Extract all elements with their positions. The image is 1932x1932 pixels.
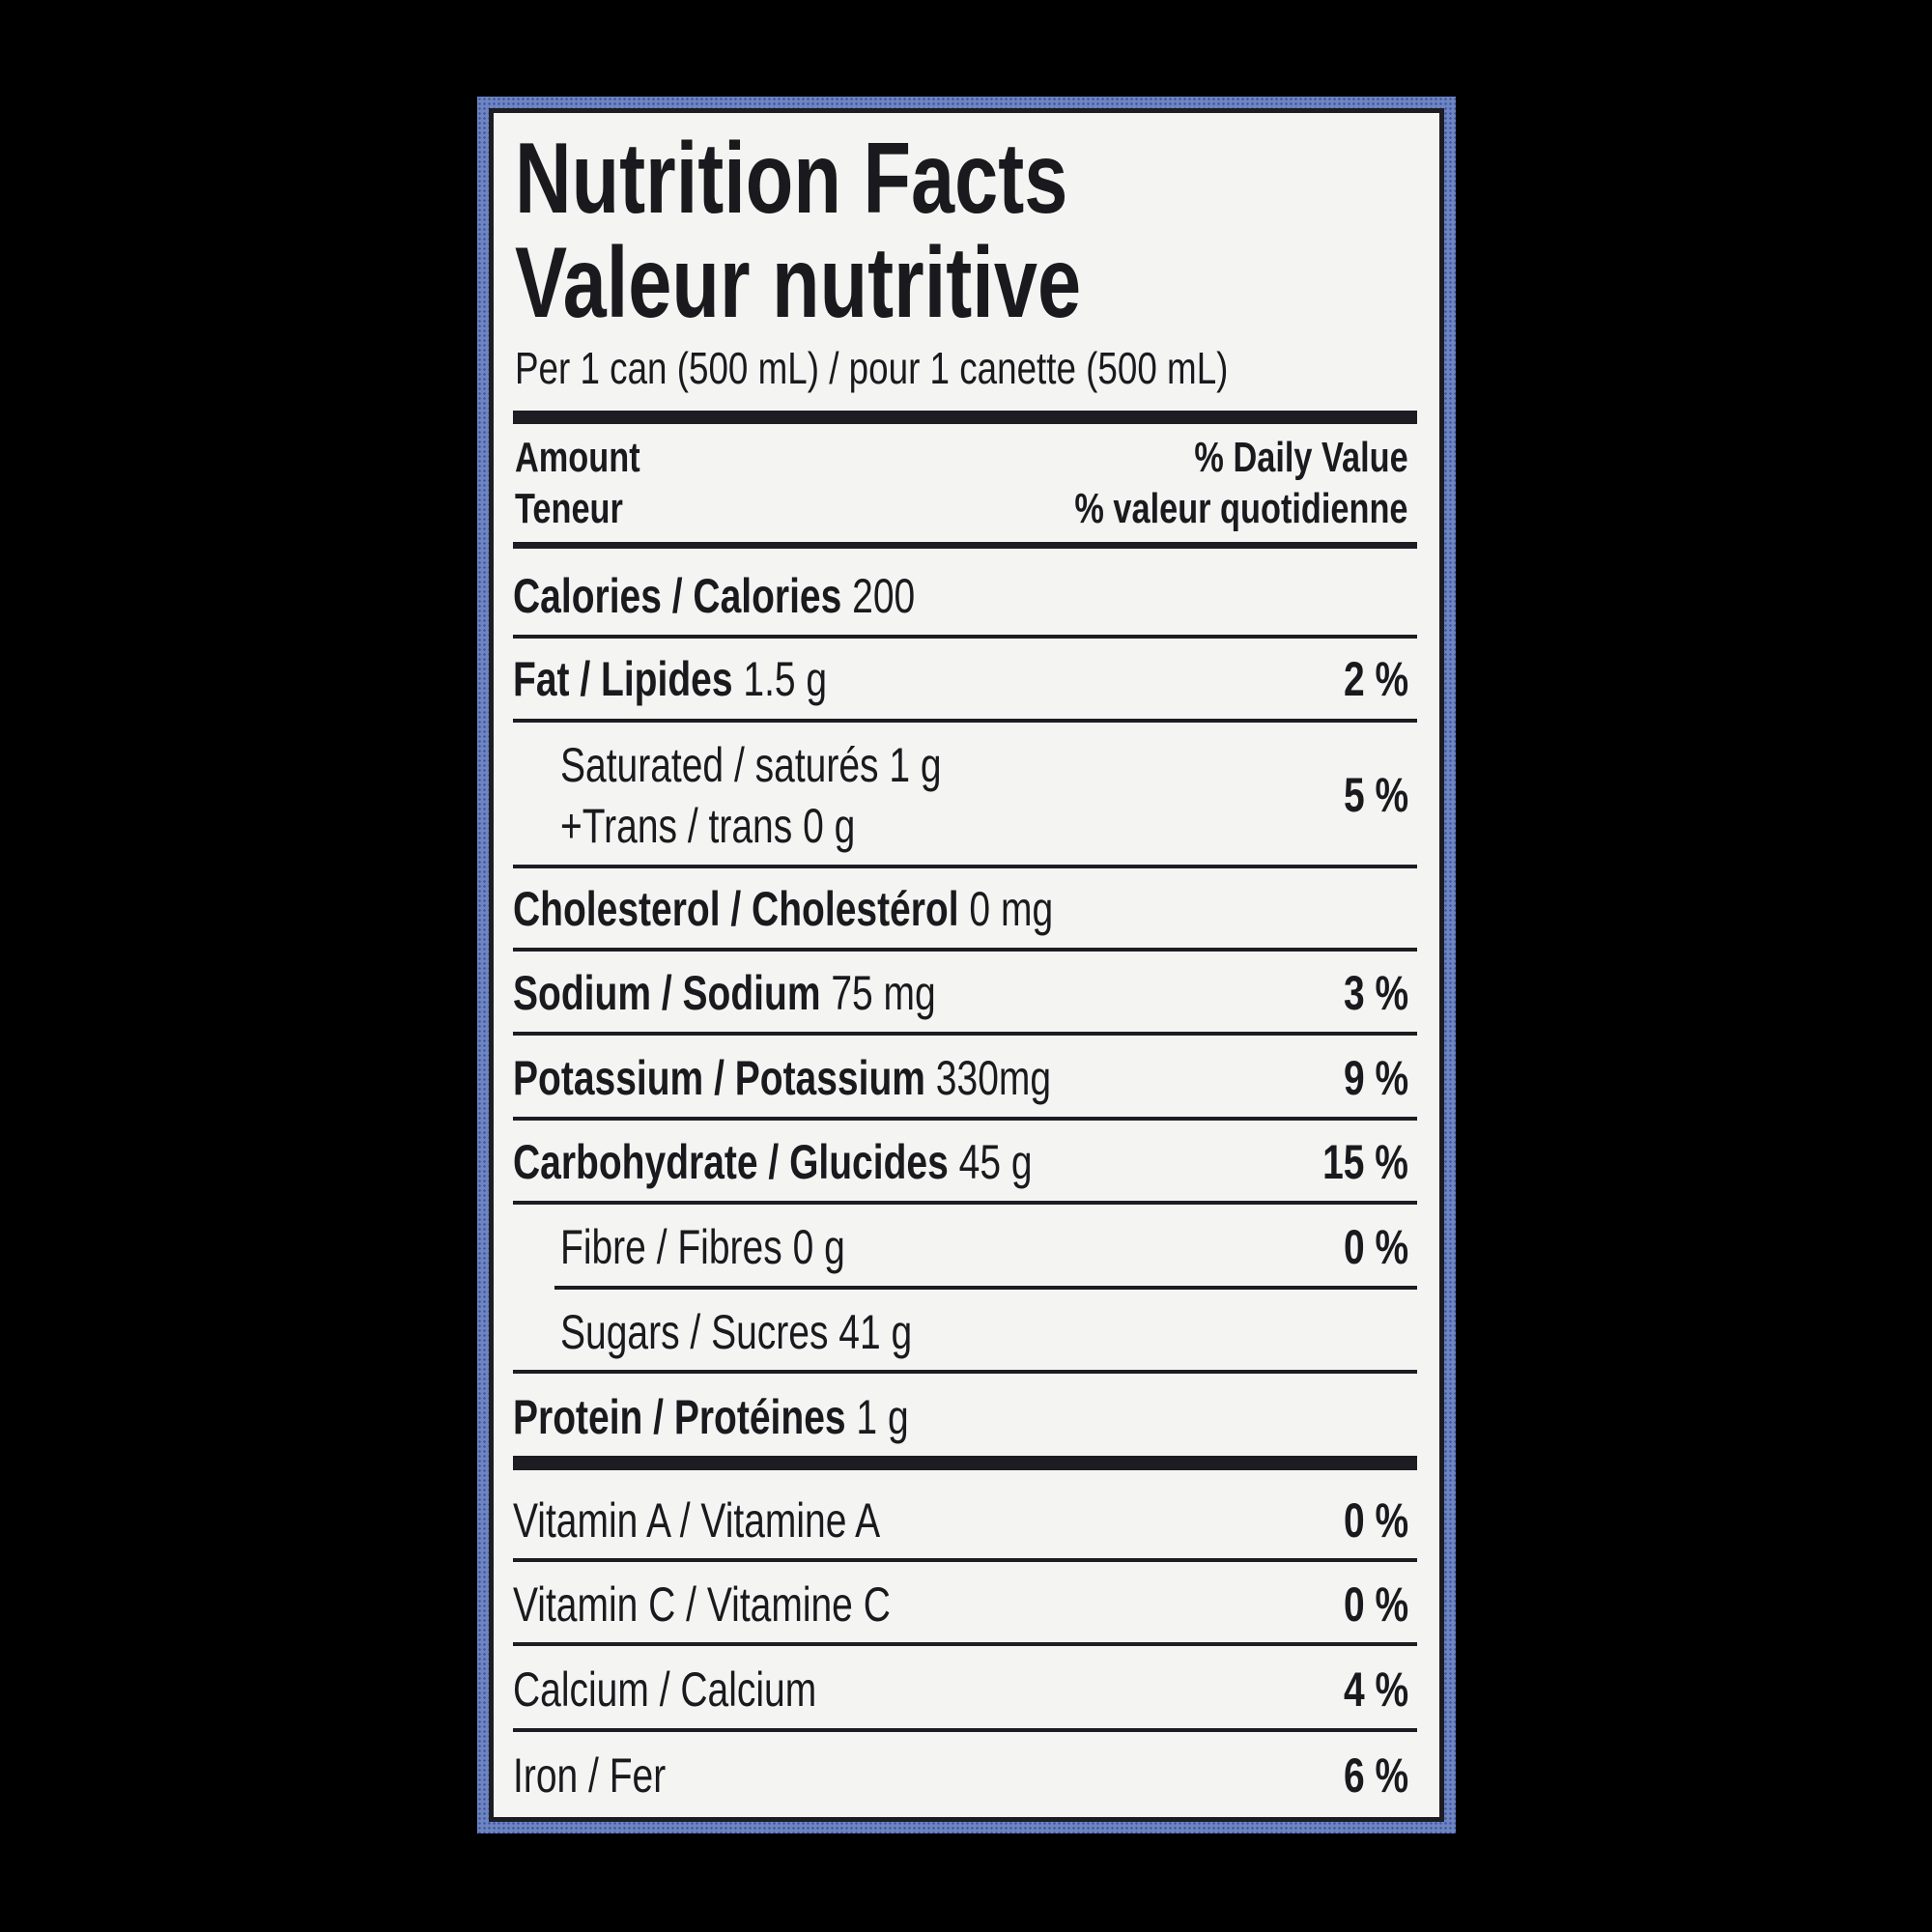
saturated-trans-dv: 5 % [1343, 768, 1408, 822]
mineral-row-iron: Iron / Fer 6 % [513, 1748, 1408, 1803]
dv-header-en: % Daily Value [1194, 434, 1408, 481]
nutrient-row-carbohydrate: Carbohydrate / Glucides 45 g 15 % [513, 1135, 1408, 1189]
rule [513, 1370, 1417, 1374]
nutrient-row-sugars: Sugars / Sucres 41 g [560, 1305, 913, 1359]
amount-header-en: Amount [515, 434, 640, 481]
nutrient-row-calories: Calories / Calories 200 [513, 569, 916, 623]
thick-rule [513, 411, 1417, 424]
rule [513, 719, 1417, 723]
rule [513, 865, 1417, 868]
rule [513, 948, 1417, 952]
nutrient-row-potassium: Potassium / Potassium 330mg 9 % [513, 1051, 1408, 1105]
amount-header-fr: Teneur [515, 485, 623, 532]
serving-size: Per 1 can (500 mL) / pour 1 canette (500… [515, 343, 1229, 393]
nutrient-row-protein: Protein / Protéines 1 g [513, 1390, 909, 1444]
dv-header-fr: % valeur quotidienne [1074, 485, 1408, 532]
rule [513, 1117, 1417, 1121]
nutrient-row-cholesterol: Cholesterol / Cholestérol 0 mg [513, 882, 1054, 936]
label-panel [489, 108, 1444, 1822]
rule [513, 542, 1417, 549]
label-border [477, 97, 1456, 1833]
rule [513, 1558, 1417, 1562]
thick-rule [513, 1456, 1417, 1470]
nutrient-row-trans: +Trans / trans 0 g [560, 799, 856, 853]
nutrient-row-saturated: Saturated / saturés 1 g [560, 738, 942, 792]
rule [513, 1032, 1417, 1036]
rule [513, 1201, 1417, 1205]
nutrient-row-sodium: Sodium / Sodium 75 mg 3 % [513, 966, 1408, 1020]
rule [554, 1286, 1417, 1290]
mineral-row-calcium: Calcium / Calcium 4 % [513, 1662, 1408, 1717]
rule [513, 1642, 1417, 1646]
title-en: Nutrition Facts [515, 123, 1068, 235]
title-fr: Valeur nutritive [515, 227, 1082, 339]
rule [513, 1728, 1417, 1732]
rule [513, 635, 1417, 639]
